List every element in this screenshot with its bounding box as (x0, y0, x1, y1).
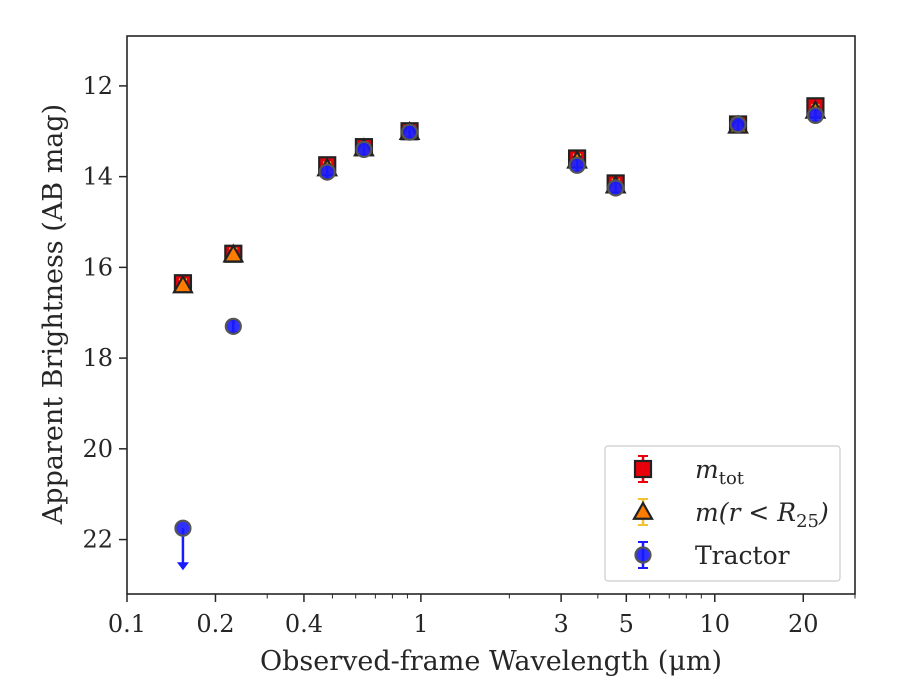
tractor-point (224, 317, 242, 335)
tractor-point (400, 123, 419, 141)
x-tick-label: 5 (619, 610, 634, 638)
y-tick-label: 16 (82, 253, 113, 281)
legend-label-tractor: Tractor (695, 541, 790, 570)
mr25-point (172, 274, 194, 294)
plot-frame (126, 35, 856, 595)
mr25-point (222, 243, 245, 263)
axes: 0.1 0.2 0.4 1 3 5 10 20 12 14 16 18 20 22 (82, 35, 856, 638)
x-tick-label: 0.4 (285, 610, 323, 638)
legend-label-mr25: m(r < R25) (695, 498, 829, 532)
y-tick-label: 20 (82, 435, 113, 463)
legend-marker-tractor (634, 546, 652, 564)
tractor-limit-arrow (176, 562, 189, 571)
x-axis-label: Observed-frame Wavelength (μm) (260, 646, 722, 677)
x-tick-label: 3 (553, 610, 568, 638)
x-tick-label: 10 (700, 610, 731, 638)
legend-marker-mr25 (632, 500, 654, 520)
legend-label-subscript: tot (719, 468, 745, 489)
legend-marker-mtot (633, 459, 653, 479)
tractor-point (729, 115, 747, 134)
tractor-point (174, 519, 192, 537)
tractor-point (806, 106, 825, 124)
tractor-point (568, 156, 586, 174)
legend: mtot m(r < R25) Tractor (604, 445, 841, 582)
y-tick-label: 14 (82, 163, 113, 191)
tractor-point (355, 140, 373, 159)
y-tick-label: 12 (82, 72, 113, 100)
legend-box (604, 445, 841, 582)
legend-label-mtot: mtot (695, 455, 745, 489)
tractor-point (607, 179, 625, 197)
y-tick-label: 22 (82, 526, 113, 554)
legend-label-base: m (695, 455, 719, 484)
x-tick-label: 0.1 (108, 610, 146, 638)
tractor-point (318, 163, 336, 181)
legend-label-tail: ) (818, 498, 829, 527)
x-tick-label: 0.2 (196, 610, 234, 638)
legend-label-subscript: 25 (796, 511, 819, 532)
plot-area (172, 97, 827, 571)
y-axis-label: Apparent Brightness (AB mag) (38, 104, 69, 525)
legend-label-base: m(r < R (695, 498, 796, 527)
x-tick-label: 20 (788, 610, 819, 638)
y-tick-label: 18 (82, 344, 113, 372)
x-tick-label: 1 (413, 610, 428, 638)
